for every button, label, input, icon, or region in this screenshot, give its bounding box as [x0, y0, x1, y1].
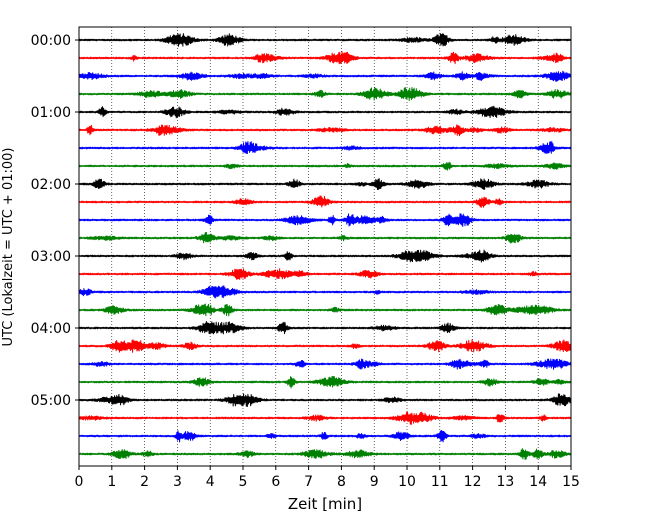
y-axis-ticks: 00:00 01:00 02:00 03:00 04:00 05:00	[31, 33, 79, 409]
gridlines	[111, 27, 539, 466]
trace-row-0215	[78, 195, 572, 208]
y-axis-label: UTC (Lokalzeit = UTC + 01:00)	[1, 148, 16, 347]
trace-row-0045	[78, 87, 572, 101]
trace-row-0100	[78, 105, 572, 119]
x-tick-label: 6	[271, 474, 280, 490]
x-axis-label: Zeit [min]	[288, 495, 362, 513]
trace-row-0230	[78, 213, 572, 227]
y-tick-label: 00:00	[31, 33, 71, 49]
y-tick-label: 04:00	[31, 321, 71, 337]
trace-row-0115	[78, 124, 572, 137]
x-tick-label: 5	[239, 474, 248, 490]
trace-row-0145	[78, 161, 572, 171]
x-tick-label: 3	[173, 474, 182, 490]
y-tick-label: 01:00	[31, 105, 71, 121]
trace-row-0315	[78, 268, 572, 280]
x-axis-ticks: 0 1 2 3 4 5 6 7 8 9 10 11 12 13 14 15	[75, 466, 580, 490]
x-tick-label: 9	[370, 474, 379, 490]
x-tick-label: 1	[107, 474, 116, 490]
trace-row-0415	[78, 339, 572, 353]
y-tick-label: 02:00	[31, 177, 71, 193]
y-tick-label: 03:00	[31, 249, 71, 265]
trace-row-0530	[78, 429, 572, 443]
x-tick-label: 10	[398, 474, 416, 490]
x-tick-label: 12	[464, 474, 482, 490]
trace-row-0515	[78, 411, 572, 425]
x-tick-label: 15	[562, 474, 580, 490]
x-tick-label: 2	[140, 474, 149, 490]
trace-row-0345	[78, 303, 572, 317]
trace-row-0300	[78, 249, 572, 263]
trace-row-0245	[78, 231, 572, 244]
trace-row-0400	[78, 321, 572, 335]
plot-frame	[78, 26, 572, 467]
trace-row-0130	[78, 141, 572, 155]
seismogram-traces	[78, 33, 572, 461]
x-tick-label: 13	[496, 474, 514, 490]
trace-row-0545	[78, 448, 572, 461]
trace-row-0500	[78, 393, 572, 407]
x-tick-label: 11	[431, 474, 449, 490]
trace-row-0430	[78, 358, 572, 370]
x-tick-label: 4	[206, 474, 215, 490]
x-tick-label: 7	[304, 474, 313, 490]
trace-row-0015	[78, 51, 572, 65]
trace-row-0030	[78, 70, 572, 82]
x-tick-label: 14	[529, 474, 547, 490]
x-tick-label: 0	[75, 474, 84, 490]
x-tick-label: 8	[337, 474, 346, 490]
trace-row-0330	[78, 285, 572, 299]
trace-row-0200	[78, 177, 572, 191]
y-tick-label: 05:00	[31, 393, 71, 409]
trace-row-0445	[78, 375, 572, 389]
trace-row-0000	[78, 33, 572, 47]
